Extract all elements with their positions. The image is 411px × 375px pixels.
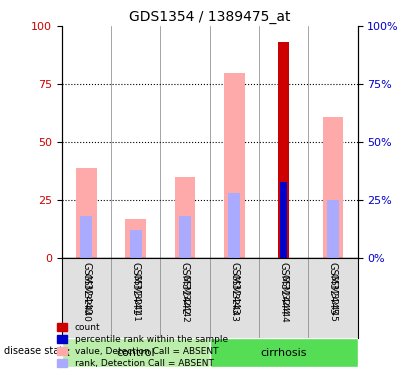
Bar xyxy=(175,177,195,258)
Text: cirrhosis: cirrhosis xyxy=(260,348,307,358)
Text: control: control xyxy=(116,348,155,358)
Text: GSM32442: GSM32442 xyxy=(180,262,190,315)
Text: GSM32444: GSM32444 xyxy=(279,273,288,322)
FancyBboxPatch shape xyxy=(210,338,358,368)
Text: GSM32443: GSM32443 xyxy=(230,273,239,322)
Bar xyxy=(179,216,191,258)
Bar xyxy=(228,193,240,258)
Bar xyxy=(129,230,142,258)
Bar xyxy=(278,42,289,258)
Text: GSM32445: GSM32445 xyxy=(328,262,338,315)
Text: GSM32443: GSM32443 xyxy=(229,262,239,315)
Bar xyxy=(80,216,92,258)
Text: GSM32441: GSM32441 xyxy=(131,273,140,322)
Text: GSM32445: GSM32445 xyxy=(328,273,337,322)
Text: GSM32444: GSM32444 xyxy=(279,262,289,315)
Bar xyxy=(224,73,245,258)
Bar xyxy=(280,182,287,258)
Text: GSM32440: GSM32440 xyxy=(82,273,91,322)
Bar xyxy=(327,200,339,258)
Bar xyxy=(323,117,343,258)
Title: GDS1354 / 1389475_at: GDS1354 / 1389475_at xyxy=(129,10,290,24)
Bar xyxy=(76,168,97,258)
Text: disease state: disease state xyxy=(4,346,69,355)
FancyBboxPatch shape xyxy=(62,338,210,368)
Text: GSM32441: GSM32441 xyxy=(131,262,141,315)
Text: GSM32440: GSM32440 xyxy=(81,262,91,315)
Bar xyxy=(125,219,146,258)
Text: GSM32442: GSM32442 xyxy=(180,273,189,322)
Legend: count, percentile rank within the sample, value, Detection Call = ABSENT, rank, : count, percentile rank within the sample… xyxy=(54,320,231,370)
